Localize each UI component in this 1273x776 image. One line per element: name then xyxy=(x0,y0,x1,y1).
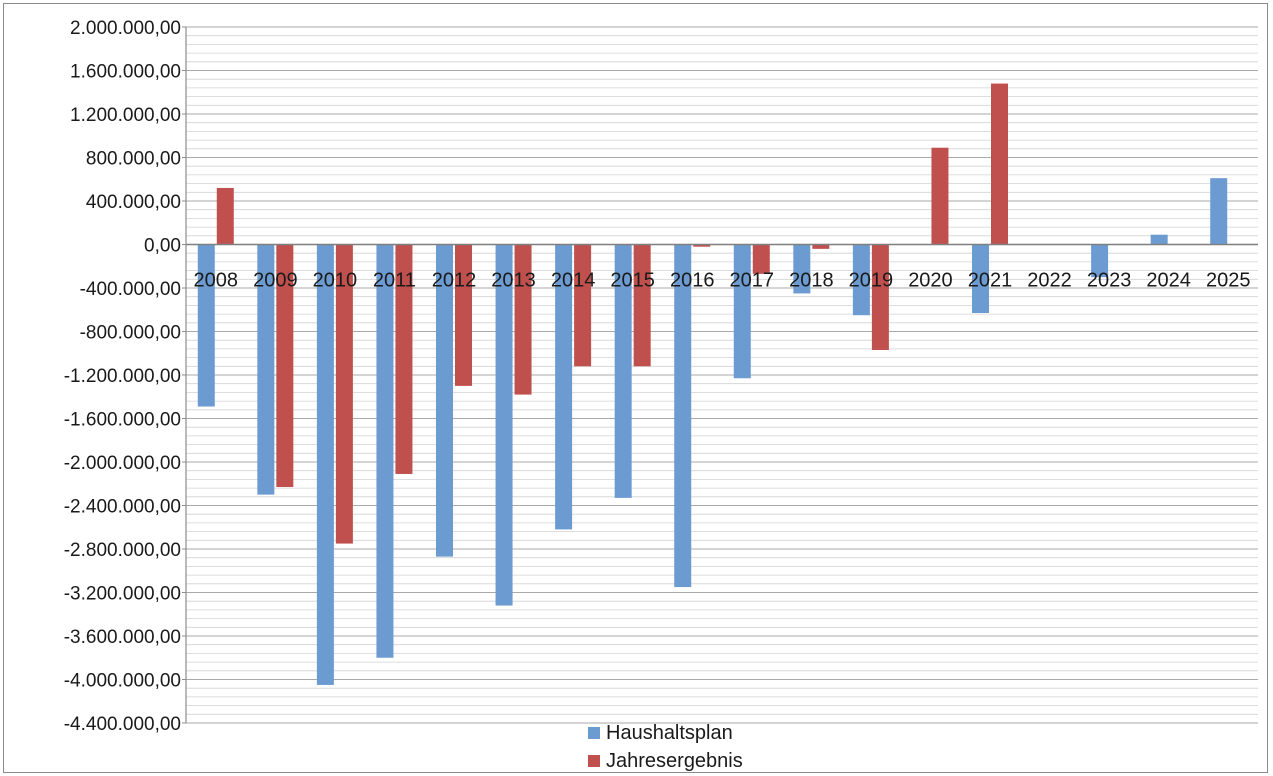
bar-jahresergebnis-2012 xyxy=(455,244,472,386)
x-tick-label: 2014 xyxy=(551,270,596,292)
bar-jahresergebnis-2021 xyxy=(991,83,1008,245)
x-tick-label: 2018 xyxy=(789,270,834,292)
bar-haushaltsplan-2011 xyxy=(376,244,394,658)
y-tick-label: -2.800.000,00 xyxy=(64,540,181,561)
x-tick-label: 2023 xyxy=(1087,270,1132,292)
bar-jahresergebnis-2013 xyxy=(514,244,532,395)
x-tick-label: 2013 xyxy=(491,270,536,292)
y-tick-label: -400.000,00 xyxy=(80,279,181,300)
legend-swatch xyxy=(588,755,600,767)
bar-haushaltsplan-2024 xyxy=(1150,234,1168,245)
x-tick-label: 2019 xyxy=(849,270,894,292)
legend-label: Jahresergebnis xyxy=(606,750,743,772)
bar-haushaltsplan-2015 xyxy=(614,244,632,498)
y-tick-label: 2.000.000,00 xyxy=(70,18,181,39)
x-tick-label: 2022 xyxy=(1027,270,1072,292)
bar-haushaltsplan-2010 xyxy=(316,244,334,685)
bar-jahresergebnis-2009 xyxy=(276,244,294,488)
bar-haushaltsplan-2009 xyxy=(257,244,275,495)
x-tick-label: 2024 xyxy=(1146,270,1191,292)
x-axis: 2008 2009 2010 2011 2012 2013 2014 2015 2016 2017… xyxy=(186,243,1258,292)
bar-haushaltsplan-2012 xyxy=(436,244,453,557)
x-tick-label: 2020 xyxy=(908,270,953,292)
bar-haushaltsplan-2016 xyxy=(674,244,692,588)
y-tick-label: 1.600.000,00 xyxy=(70,62,181,83)
x-tick-label: 2015 xyxy=(610,270,655,292)
bar-jahresergebnis-2016 xyxy=(693,244,711,247)
y-tick-label: -2.400.000,00 xyxy=(64,497,181,518)
y-tick-label: -1.600.000,00 xyxy=(64,410,181,431)
x-tick-label: 2025 xyxy=(1206,270,1251,292)
legend: Haushaltsplan Jahresergebnis xyxy=(588,722,743,772)
y-tick-label: 800.000,00 xyxy=(86,149,181,170)
bar-haushaltsplan-2014 xyxy=(555,244,573,530)
bar-jahresergebnis-2014 xyxy=(574,244,592,367)
x-tick-label: 2012 xyxy=(432,270,477,292)
bar-jahresergebnis-2020 xyxy=(931,147,949,245)
y-tick-label: -3.600.000,00 xyxy=(64,627,181,648)
bar-jahresergebnis-2008 xyxy=(216,187,234,245)
bar-haushaltsplan-2023 xyxy=(1091,244,1109,278)
y-tick-label: 1.200.000,00 xyxy=(70,105,181,126)
legend-swatch xyxy=(588,727,600,739)
x-tick-label: 2017 xyxy=(730,270,775,292)
bar-jahresergebnis-2015 xyxy=(633,244,651,367)
y-tick-label: -800.000,00 xyxy=(80,323,181,344)
legend-label: Haushaltsplan xyxy=(606,722,733,744)
x-tick-label: 2011 xyxy=(373,270,416,292)
x-tick-label: 2010 xyxy=(313,270,358,292)
x-tick-label: 2016 xyxy=(670,270,715,292)
x-tick-label: 2021 xyxy=(968,270,1013,292)
bars xyxy=(197,83,1228,685)
y-axis: 2.000.000,00 1.600.000,00 1.200.000,00 800.… xyxy=(64,18,187,735)
bar-haushaltsplan-2017 xyxy=(733,244,751,379)
bar-haushaltsplan-2008 xyxy=(197,244,215,407)
bar-jahresergebnis-2011 xyxy=(395,244,413,474)
y-tick-label: -2.000.000,00 xyxy=(64,453,181,474)
y-tick-label: 0,00 xyxy=(144,236,181,257)
y-tick-label: -3.200.000,00 xyxy=(64,584,181,605)
bar-haushaltsplan-2013 xyxy=(495,244,513,606)
x-tick-label: 2009 xyxy=(253,270,298,292)
bar-jahresergebnis-2010 xyxy=(335,244,353,544)
bar-jahresergebnis-2019 xyxy=(871,244,889,350)
bar-haushaltsplan-2021 xyxy=(972,244,989,314)
bar-jahresergebnis-2017 xyxy=(752,244,770,274)
bar-haushaltsplan-2018 xyxy=(793,244,811,294)
y-tick-label: -4.400.000,00 xyxy=(64,714,181,735)
bar-haushaltsplan-2025 xyxy=(1210,178,1228,245)
y-tick-label: -1.200.000,00 xyxy=(64,366,181,387)
x-tick-label: 2008 xyxy=(194,270,239,292)
y-tick-label: -4.000.000,00 xyxy=(64,671,181,692)
y-tick-label: 400.000,00 xyxy=(86,192,181,213)
bar-haushaltsplan-2019 xyxy=(852,244,870,316)
bar-jahresergebnis-2018 xyxy=(812,244,830,249)
